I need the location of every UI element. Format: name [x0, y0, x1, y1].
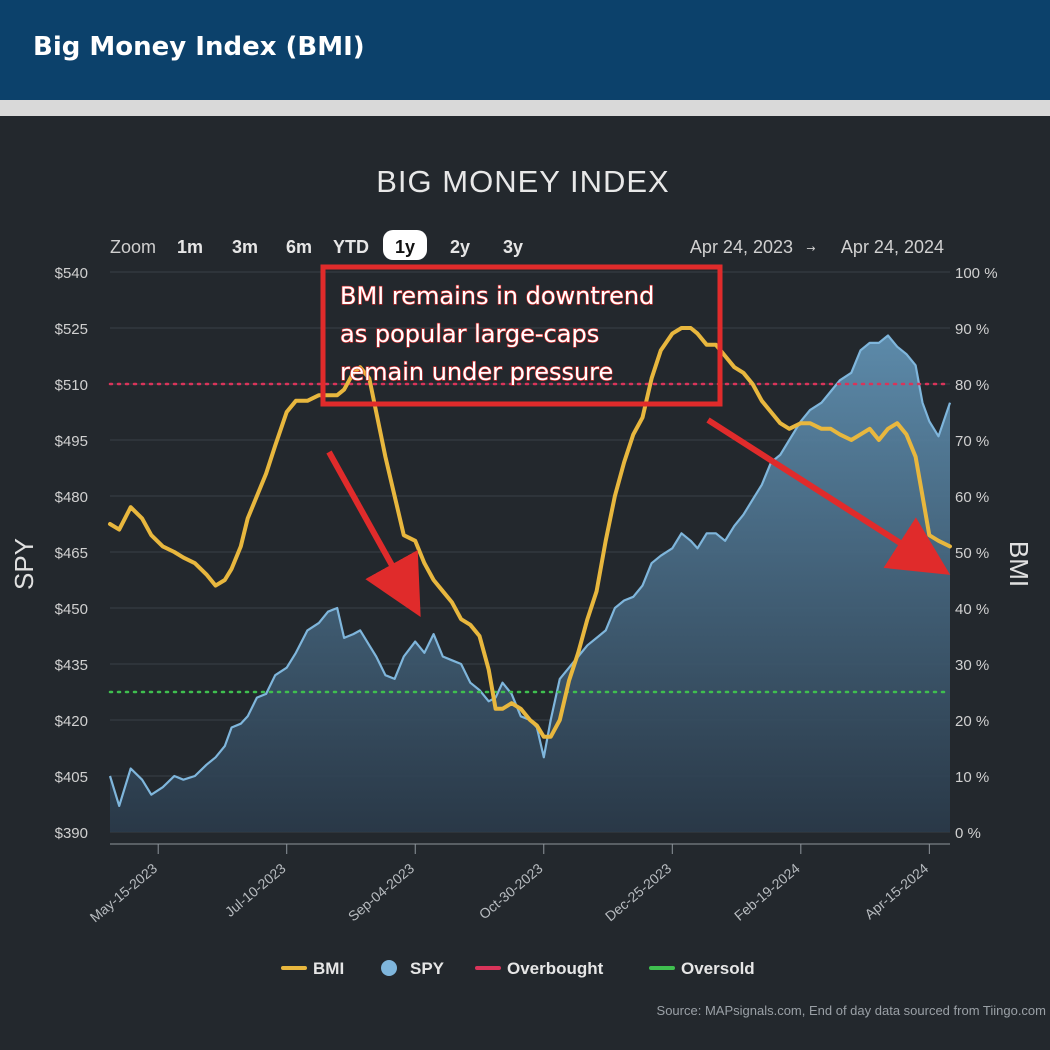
arrow-2 — [706, 417, 951, 575]
right-tick-label: 50 % — [955, 545, 989, 562]
x-tick-label: Sep-04-2023 — [345, 860, 417, 924]
zoom-button-3y[interactable]: 3y — [503, 237, 523, 257]
right-tick-label: 80 % — [955, 377, 989, 394]
spy-area — [110, 335, 950, 832]
legend: BMI SPY Overbought Oversold — [281, 959, 755, 978]
legend-label: Oversold — [681, 959, 755, 978]
left-axis-title: SPY — [9, 538, 39, 590]
range-arrow: → — [806, 242, 815, 255]
zoom-button-6m[interactable]: 6m — [286, 237, 312, 257]
left-tick-label: $450 — [55, 601, 88, 618]
right-tick-label: 100 % — [955, 265, 998, 282]
right-tick-label: 0 % — [955, 825, 981, 842]
right-tick-label: 20 % — [955, 713, 989, 730]
legend-label: BMI — [313, 959, 344, 978]
zoom-button-label: 2y — [450, 237, 470, 257]
zoom-button-ytd[interactable]: YTD — [333, 237, 369, 257]
left-tick-label: $390 — [55, 825, 88, 842]
chart-panel: BIG MONEY INDEX Zoom 1m 3m 6m YTD 1y 2y 3y Apr… — [0, 116, 1050, 1050]
left-tick-label: $480 — [55, 489, 88, 506]
right-tick-label: 10 % — [955, 769, 989, 786]
right-tick-label: 30 % — [955, 657, 989, 674]
legend-item-oversold[interactable]: Oversold — [649, 959, 755, 978]
chart-title: BIG MONEY INDEX — [376, 164, 670, 199]
zoom-button-selected-bg — [383, 230, 427, 260]
x-axis-ticks: May-15-2023 Jul-10-2023 Sep-04-2023 Oct-30-… — [87, 843, 950, 925]
annotation-line: remain under pressure — [340, 358, 613, 386]
zoom-label: Zoom — [110, 237, 156, 257]
zoom-button-label: 1y — [395, 237, 415, 257]
header-separator — [0, 100, 1050, 116]
x-tick-label: Feb-19-2024 — [731, 860, 803, 924]
annotation-line: BMI remains in downtrend — [340, 282, 654, 310]
x-tick-label: Oct-30-2023 — [476, 860, 546, 922]
range-start: Apr 24, 2023 — [690, 237, 793, 257]
right-axis-ticks: 100 % 90 % 80 % 70 % 60 % 50 % 40 % 30 % 20 % 10 … — [955, 265, 998, 842]
legend-label: SPY — [410, 959, 445, 978]
right-axis-title: BMI — [1004, 541, 1034, 587]
spy-series — [108, 334, 952, 832]
right-tick-label: 70 % — [955, 433, 989, 450]
source-note: Source: MAPsignals.com, End of day data … — [657, 1003, 1046, 1018]
legend-item-spy[interactable]: SPY — [381, 959, 445, 978]
zoom-button-label: 6m — [286, 237, 312, 257]
zoom-button-2y[interactable]: 2y — [450, 237, 470, 257]
bmi-series — [108, 326, 952, 739]
zoom-button-3m[interactable]: 3m — [232, 237, 258, 257]
x-tick-label: May-15-2023 — [87, 860, 161, 925]
x-tick-label: Dec-25-2023 — [602, 860, 674, 924]
right-tick-label: 90 % — [955, 321, 989, 338]
annotation-line: as popular large-caps — [340, 320, 599, 348]
page-title: Big Money Index (BMI) — [33, 32, 365, 62]
legend-item-bmi[interactable]: BMI — [281, 959, 344, 978]
legend-marker — [381, 960, 397, 976]
annotation-box — [320, 264, 723, 407]
range-end: Apr 24, 2024 — [841, 237, 944, 257]
header-bar: Big Money Index (BMI) — [0, 0, 1050, 100]
left-tick-label: $465 — [55, 545, 88, 562]
zoom-controls: Zoom 1m 3m 6m YTD 1y 2y 3y — [110, 230, 523, 260]
right-tick-label: 40 % — [955, 601, 989, 618]
zoom-button-label: 1m — [177, 237, 203, 257]
legend-item-overbought[interactable]: Overbought — [475, 959, 604, 978]
right-tick-label: 60 % — [955, 489, 989, 506]
bmi-chart: BIG MONEY INDEX Zoom 1m 3m 6m YTD 1y 2y 3y Apr… — [9, 164, 1046, 1018]
zoom-button-label: YTD — [333, 237, 369, 257]
left-tick-label: $510 — [55, 377, 88, 394]
annotation-callout: BMI remains in downtrend as popular large… — [320, 264, 723, 407]
left-tick-label: $405 — [55, 769, 88, 786]
left-tick-label: $540 — [55, 265, 88, 282]
left-tick-label: $420 — [55, 713, 88, 730]
arrow-1 — [326, 450, 421, 617]
left-tick-label: $525 — [55, 321, 88, 338]
x-tick-label: Jul-10-2023 — [222, 860, 289, 920]
zoom-button-1y[interactable]: 1y — [383, 230, 427, 260]
zoom-button-1m[interactable]: 1m — [177, 237, 203, 257]
left-axis-ticks: $540 $525 $510 $495 $480 $465 $450 $435 $420 $405… — [55, 265, 88, 842]
bmi-line — [108, 326, 952, 739]
legend-label: Overbought — [507, 959, 604, 978]
left-tick-label: $435 — [55, 657, 88, 674]
zoom-button-label: 3m — [232, 237, 258, 257]
x-tick-label: Apr-15-2024 — [861, 860, 931, 922]
date-range: Apr 24, 2023 → Apr 24, 2024 — [690, 237, 944, 257]
zoom-button-label: 3y — [503, 237, 523, 257]
left-tick-label: $495 — [55, 433, 88, 450]
annotation-arrows — [326, 417, 951, 617]
